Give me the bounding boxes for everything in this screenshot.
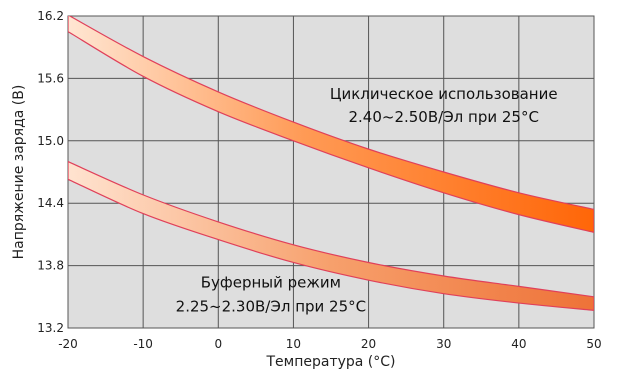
y-axis: 13.2 13.8 14.4 15.0 15.6 16.2 xyxy=(37,9,64,335)
y-tick-label-5: 16.2 xyxy=(37,9,64,23)
y-axis-label: Напряжение заряда (В) xyxy=(11,85,27,260)
y-tick-label-4: 15.6 xyxy=(37,71,64,85)
annotation-1-line2: 2.25~2.30В/Эл при 25°С xyxy=(176,297,366,315)
x-tick-label-3: 10 xyxy=(286,337,301,351)
x-tick-label-0: -20 xyxy=(58,337,78,351)
y-tick-label-0: 13.2 xyxy=(37,321,64,335)
x-axis-label: Температура (°С) xyxy=(265,354,395,370)
y-tick-label-3: 15.0 xyxy=(37,134,64,148)
band-series-1 xyxy=(68,160,594,311)
y-tick-label-1: 13.8 xyxy=(37,259,64,273)
band-series-0 xyxy=(68,16,594,233)
y-tick-label-2: 14.4 xyxy=(37,196,64,210)
series-layer xyxy=(68,16,594,311)
annotation-1-line1: Буферный режим xyxy=(201,273,341,291)
x-tick-label-4: 20 xyxy=(361,337,376,351)
annotation-0-line2: 2.40~2.50В/Эл при 25°С xyxy=(348,108,538,126)
x-axis: -20 -10 0 10 20 30 40 50 xyxy=(58,337,601,351)
annotations: Циклическое использование 2.40~2.50В/Эл п… xyxy=(176,85,558,315)
annotation-0-line1: Циклическое использование xyxy=(330,85,558,103)
x-tick-label-5: 30 xyxy=(436,337,451,351)
x-tick-label-7: 50 xyxy=(586,337,601,351)
x-tick-label-2: 0 xyxy=(214,337,222,351)
x-tick-label-1: -10 xyxy=(133,337,153,351)
x-tick-label-6: 40 xyxy=(511,337,526,351)
